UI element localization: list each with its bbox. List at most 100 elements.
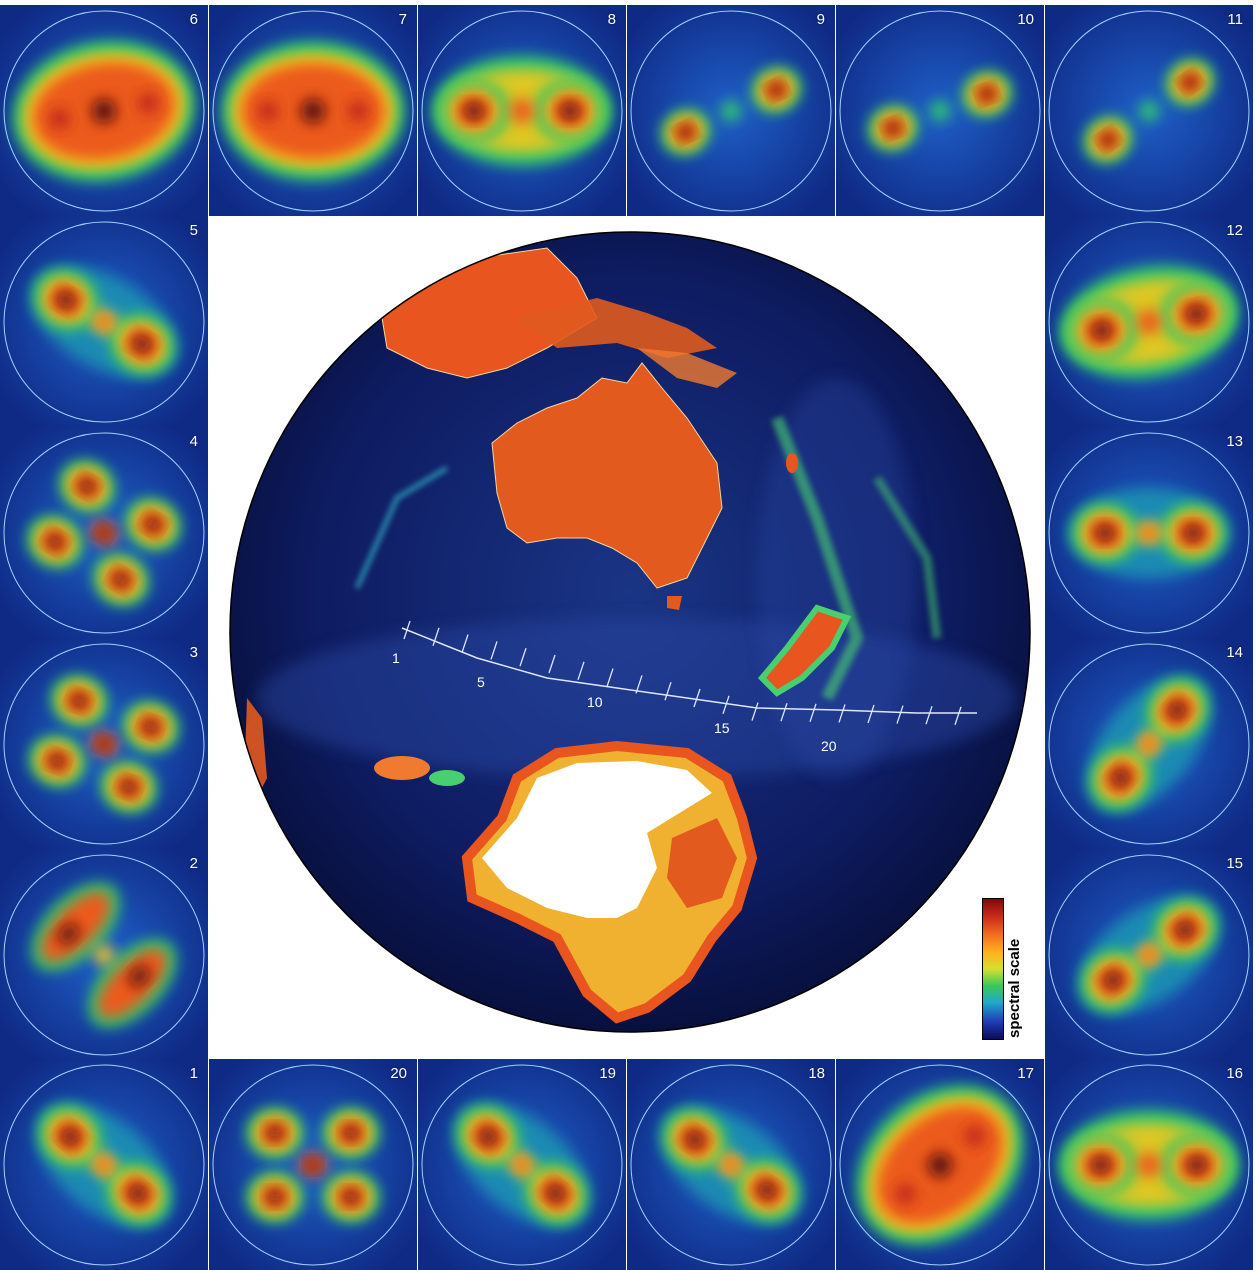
tile-ring [3, 432, 205, 634]
spectrum-tile-10: 10 [836, 5, 1044, 216]
tile-ring [839, 10, 1041, 212]
land-islands [637, 348, 737, 388]
tile-ring [212, 10, 414, 212]
track-tick [461, 634, 469, 653]
tile-number: 2 [189, 855, 198, 872]
spectrum-tile-18: 18 [627, 1059, 835, 1270]
spectrum-plot [1045, 1059, 1253, 1270]
tile-number: 16 [1226, 1065, 1243, 1082]
track-tick [606, 668, 614, 687]
land-island [374, 756, 430, 780]
tile-number: 7 [398, 11, 407, 28]
track-label-10: 10 [587, 694, 603, 710]
track-label-5: 5 [477, 674, 485, 690]
spectrum-plot [418, 5, 626, 216]
spectrum-tile-7: 7 [209, 5, 417, 216]
spectrum-plot [0, 216, 208, 427]
spectrum-tile-1: 1 [0, 1059, 208, 1270]
track-tick [693, 688, 701, 708]
tile-ring [421, 10, 623, 212]
tile-number: 20 [390, 1065, 407, 1082]
spectrum-plot [1045, 427, 1253, 638]
spectrum-tile-13: 13 [1045, 427, 1253, 638]
track-tick [896, 705, 904, 724]
land-new-zealand [757, 604, 852, 697]
track-tick [780, 702, 788, 722]
antarctica-ice [482, 761, 712, 918]
track-label-20: 20 [821, 738, 837, 754]
spectrum-plot [836, 5, 1044, 216]
tile-ring [1048, 221, 1250, 423]
spectrum-plot [0, 5, 208, 216]
tile-ring [1048, 854, 1250, 1056]
spectrum-plot [0, 427, 208, 638]
tile-number: 3 [189, 644, 198, 661]
legend: spectral scale [982, 898, 1042, 1058]
spectrum-tile-12: 12 [1045, 216, 1253, 427]
track-label-1: 1 [392, 650, 400, 666]
track-tick [490, 641, 498, 660]
spectrum-tile-5: 5 [0, 216, 208, 427]
tile-number: 19 [599, 1065, 616, 1082]
land-islands [517, 298, 717, 358]
land-tasmania [667, 596, 682, 610]
globe-map [229, 231, 1031, 1033]
legend-color-bar [982, 898, 1004, 1040]
spectrum-plot [0, 1059, 208, 1270]
tile-number: 10 [1017, 11, 1034, 28]
spectrum-tile-15: 15 [1045, 849, 1253, 1060]
tile-number: 9 [816, 11, 825, 28]
ocean-ridge [873, 475, 942, 639]
tile-ring [1048, 432, 1250, 634]
spectrum-plot [1045, 216, 1253, 427]
track-tick [548, 654, 556, 674]
tile-number: 13 [1226, 433, 1243, 450]
spectrum-plot [209, 1059, 417, 1270]
track-tick [954, 706, 962, 726]
track-tick [519, 647, 527, 667]
tile-number: 18 [808, 1065, 825, 1082]
spectrum-tile-17: 17 [836, 1059, 1044, 1270]
track-tick [635, 675, 643, 694]
tile-number: 5 [189, 222, 198, 239]
spectrum-plot [1045, 5, 1253, 216]
spectrum-tile-11: 11 [1045, 5, 1253, 216]
tile-number: 4 [189, 433, 198, 450]
spectrum-tile-19: 19 [418, 1059, 626, 1270]
track-tick [751, 702, 759, 721]
globe-panel: 1 5 10 15 20 spectral scale [217, 218, 1042, 1054]
globe-outline [229, 231, 1031, 1033]
spectrum-plot [836, 1059, 1044, 1270]
tile-number: 15 [1226, 855, 1243, 872]
spectrum-plot [0, 849, 208, 1060]
land-australia [491, 362, 723, 589]
track-tick [722, 695, 730, 715]
track-tick [664, 681, 672, 701]
tile-ring [1048, 10, 1250, 212]
track-label-15: 15 [714, 720, 730, 736]
tile-ring [630, 10, 832, 212]
tile-ring [1048, 643, 1250, 845]
tile-number: 11 [1227, 11, 1243, 28]
spectrum-tile-8: 8 [418, 5, 626, 216]
tile-ring [3, 643, 205, 845]
track-tick [838, 704, 846, 723]
track-tick [809, 703, 817, 723]
track-tick [432, 627, 440, 647]
track-tick [577, 661, 585, 681]
spectrum-plot [627, 5, 835, 216]
tile-ring [3, 10, 205, 212]
tile-number: 14 [1226, 644, 1243, 661]
tile-number: 1 [189, 1065, 198, 1082]
spectrum-tile-9: 9 [627, 5, 835, 216]
spectrum-tile-3: 3 [0, 638, 208, 849]
spectrum-tile-4: 4 [0, 427, 208, 638]
spectrum-tile-6: 6 [0, 5, 208, 216]
tile-number: 6 [189, 11, 198, 28]
antarctica-shelf [667, 818, 737, 908]
spectrum-plot [0, 638, 208, 849]
tile-number: 17 [1017, 1065, 1034, 1082]
spectrum-tile-14: 14 [1045, 638, 1253, 849]
spectrum-plot [209, 5, 417, 216]
